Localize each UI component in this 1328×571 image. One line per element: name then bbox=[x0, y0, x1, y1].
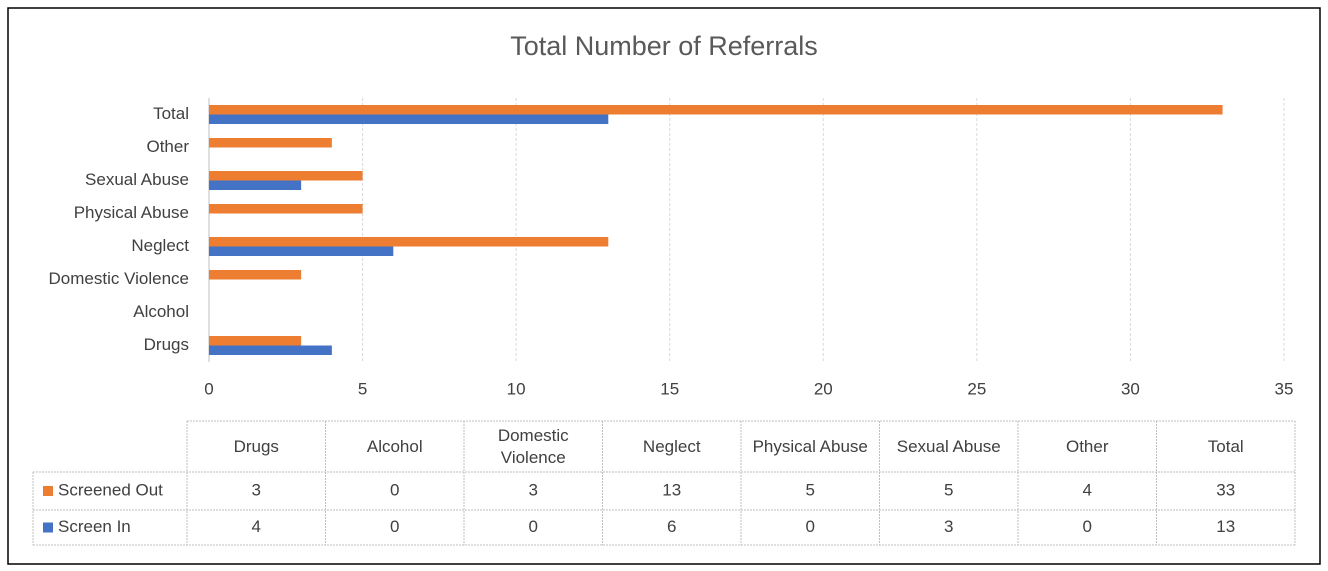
bar bbox=[209, 246, 394, 256]
table-value: 4 bbox=[252, 517, 261, 536]
bar bbox=[209, 171, 363, 181]
table-header: Drugs bbox=[233, 436, 279, 456]
legend-swatch bbox=[43, 486, 53, 496]
table-value: 0 bbox=[390, 480, 399, 499]
table-value: 6 bbox=[667, 517, 676, 536]
bar bbox=[209, 204, 363, 214]
frame bbox=[7, 7, 1321, 565]
legend-label: Screened Out bbox=[58, 480, 163, 499]
bar bbox=[209, 138, 332, 148]
table-header: Alcohol bbox=[366, 436, 423, 456]
x-tick-label: 35 bbox=[1275, 379, 1294, 398]
table-value: 3 bbox=[252, 480, 261, 499]
table-header: Total bbox=[1207, 436, 1244, 456]
table-value: 33 bbox=[1216, 480, 1235, 499]
y-tick-label: Domestic Violence bbox=[49, 269, 189, 288]
table-header: Sexual Abuse bbox=[896, 436, 1001, 456]
table-header: Neglect bbox=[642, 436, 701, 456]
table-value: 13 bbox=[1216, 517, 1235, 536]
chart-title: Total Number of Referrals bbox=[510, 31, 818, 61]
table-value: 0 bbox=[1083, 517, 1092, 536]
y-tick-label: Sexual Abuse bbox=[85, 170, 189, 189]
table-header-box: Domestic Violence bbox=[497, 426, 569, 467]
y-tick-label: Other bbox=[146, 137, 189, 156]
table-header: Domestic Violence bbox=[497, 426, 569, 467]
table-value: 5 bbox=[806, 480, 815, 499]
table-header-box: Sexual Abuse bbox=[896, 436, 1001, 456]
table-value: 13 bbox=[662, 480, 681, 499]
table-header-box: Alcohol bbox=[366, 436, 423, 456]
table-value: 4 bbox=[1083, 480, 1092, 499]
bar bbox=[209, 180, 302, 190]
table-header-box: Physical Abuse bbox=[752, 436, 868, 456]
table-header-box: Drugs bbox=[233, 436, 279, 456]
bar bbox=[209, 270, 302, 280]
table-header: Physical Abuse bbox=[752, 436, 868, 456]
table-header-box: Neglect bbox=[642, 436, 701, 456]
x-tick-label: 5 bbox=[358, 379, 367, 398]
bar bbox=[209, 105, 1223, 115]
table-value: 0 bbox=[390, 517, 399, 536]
legend-swatch bbox=[43, 522, 53, 533]
table-header-box: Total bbox=[1207, 436, 1244, 456]
x-tick-label: 25 bbox=[967, 379, 986, 398]
bar bbox=[209, 345, 332, 355]
table-value: 5 bbox=[944, 480, 953, 499]
y-tick-label: Total bbox=[153, 104, 189, 123]
x-tick-label: 20 bbox=[814, 379, 833, 398]
table-value: 0 bbox=[529, 517, 538, 536]
y-tick-label: Drugs bbox=[144, 335, 189, 354]
bar bbox=[209, 336, 302, 346]
y-tick-label: Neglect bbox=[131, 236, 189, 255]
bar bbox=[209, 114, 609, 124]
legend-label: Screen In bbox=[58, 517, 131, 536]
table-header-box: Other bbox=[1065, 436, 1109, 456]
x-tick-label: 30 bbox=[1121, 379, 1140, 398]
table-value: 3 bbox=[529, 480, 538, 499]
x-tick-label: 15 bbox=[660, 379, 679, 398]
x-tick-label: 0 bbox=[204, 379, 213, 398]
y-tick-label: Physical Abuse bbox=[74, 203, 189, 222]
y-tick-label: Alcohol bbox=[133, 302, 189, 321]
table-header: Other bbox=[1065, 436, 1109, 456]
bar bbox=[209, 237, 609, 247]
table-value: 3 bbox=[944, 517, 953, 536]
table-value: 0 bbox=[806, 517, 815, 536]
x-tick-label: 10 bbox=[507, 379, 526, 398]
